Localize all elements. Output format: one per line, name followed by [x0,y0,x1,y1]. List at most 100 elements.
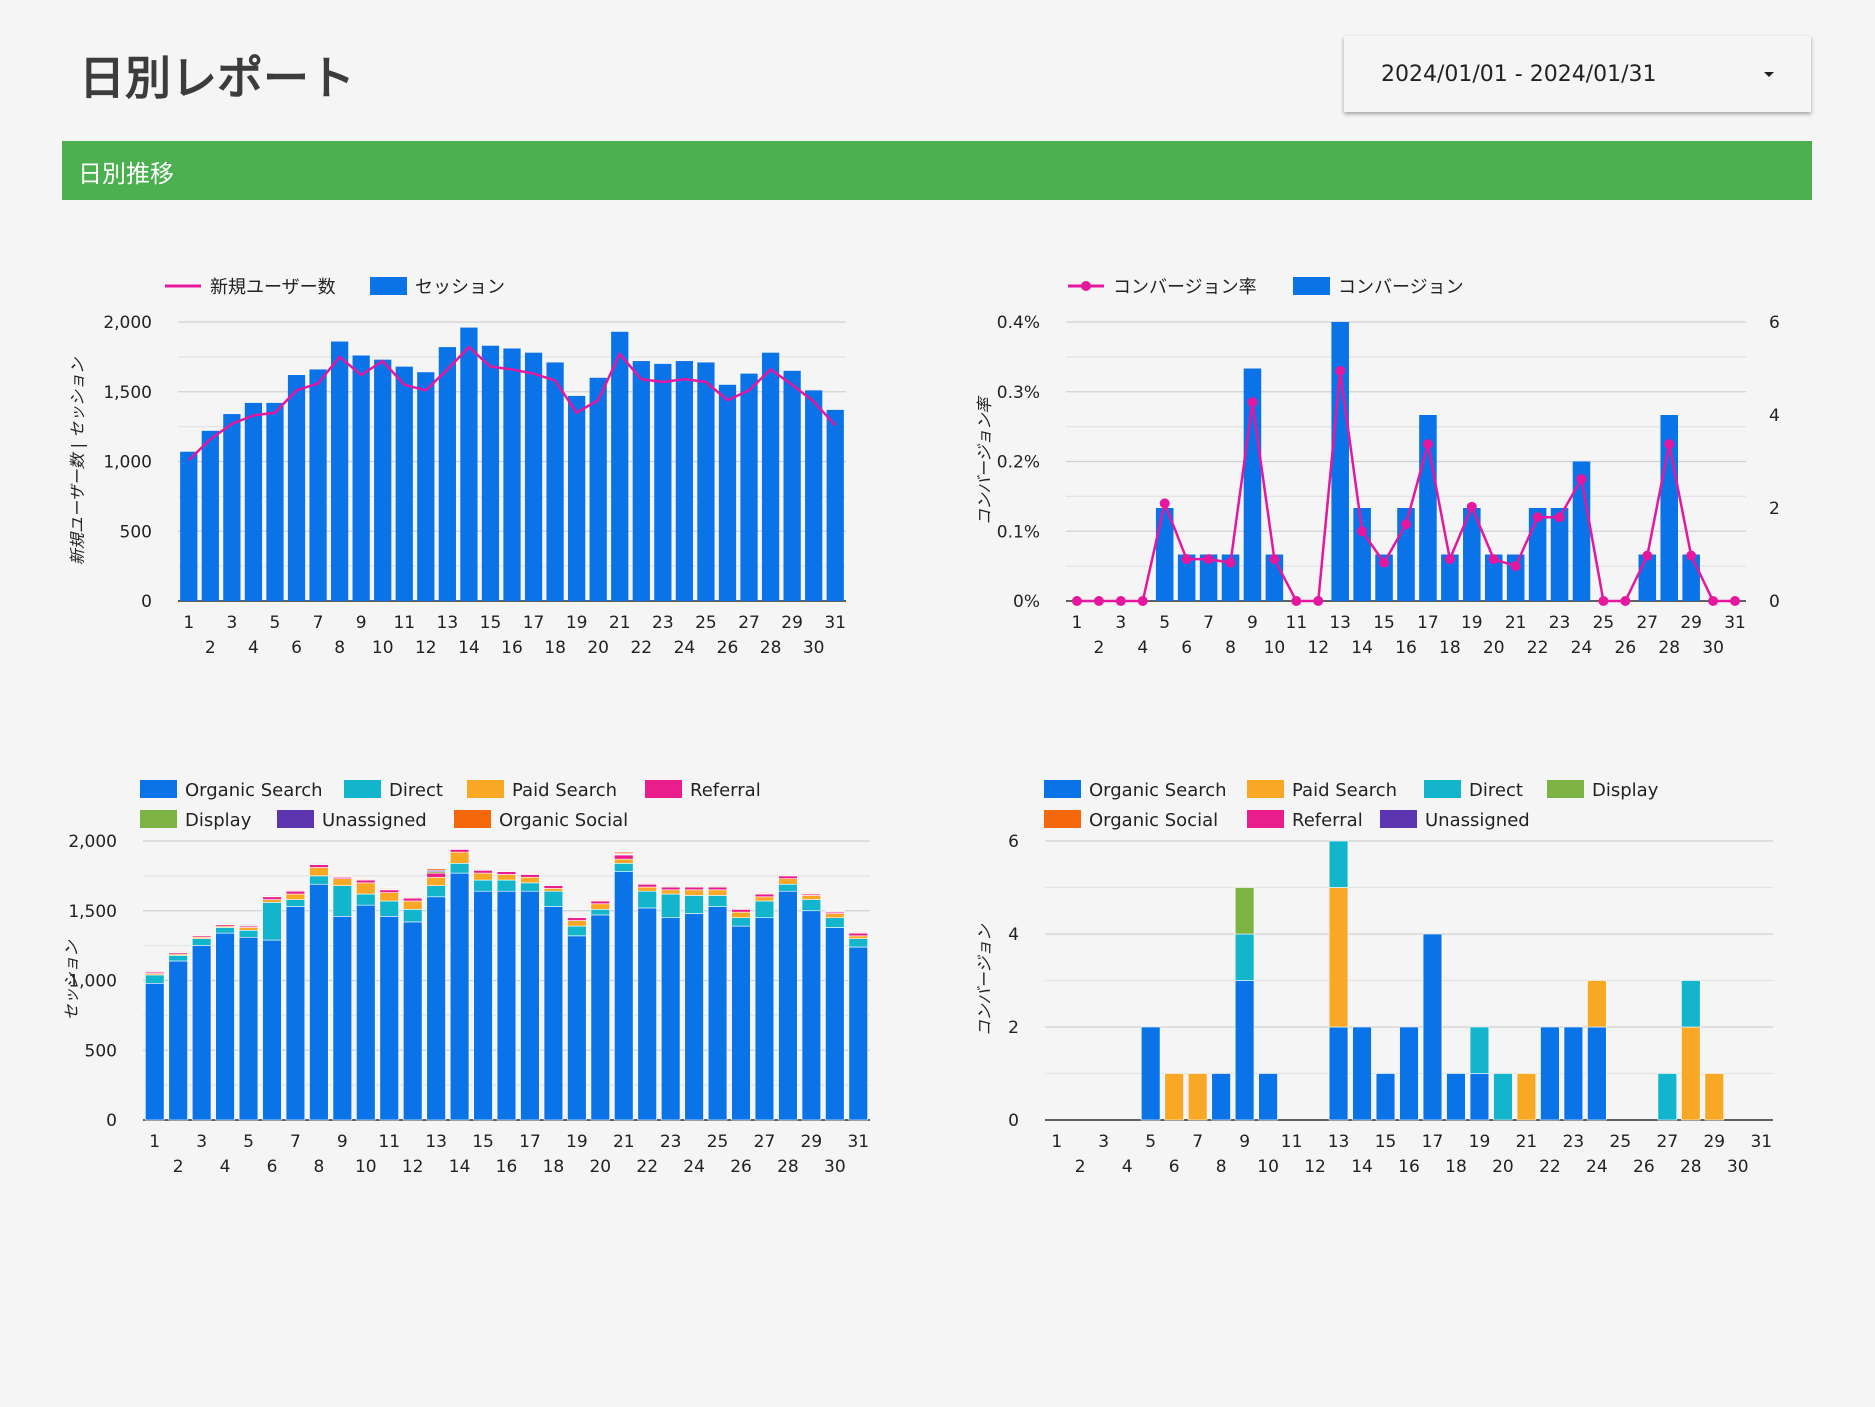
legend-label: Organic Search [185,780,323,801]
bar-segment-paid-search [403,900,423,910]
bar-sessions [309,369,327,601]
bar-segment-direct [449,863,470,874]
bar-segment-direct [496,879,517,892]
bar-segment-referral [426,872,446,878]
y-tick-label: 0 [106,1111,117,1131]
point-conversion-rate [1291,596,1302,606]
x-tick-label: 2 [1075,1157,1086,1177]
bar-sessions [524,352,543,601]
bar-segment-organic-search [191,945,212,1121]
point-conversion-rate [1554,512,1565,523]
point-conversion-rate [1401,519,1411,530]
legend-label: Paid Search [1292,780,1397,801]
bar-segment-paid-search [379,892,399,902]
bar-segment-organic-search [754,917,775,1121]
x-tick-label: 16 [1395,638,1417,658]
bar-conversions [1528,508,1547,601]
x-tick-label: 3 [196,1132,207,1152]
bar-conversions [1638,554,1657,601]
bar-segment-direct [590,909,610,916]
bar-segment-organic-search [848,946,868,1121]
x-tick-label: 30 [1727,1157,1749,1177]
bar-sessions [352,355,370,601]
x-tick-label: 9 [1239,1132,1250,1152]
bar-segment-organic-search [1563,1026,1584,1121]
bar-segment-direct [1657,1073,1678,1121]
bar-segment-organic-social [496,869,517,871]
legend-label: Direct [389,780,443,801]
bar-segment-referral [660,886,681,891]
bar-segment-organic-search [215,932,235,1121]
bar-sessions [180,451,198,601]
x-tick-label: 21 [609,613,631,633]
bar-segment-paid-search [1328,887,1349,1028]
x-tick-label: 8 [334,638,345,658]
bar-segment-paid-search [707,889,728,896]
x-tick-label: 17 [1417,613,1439,633]
bar-sessions [438,347,456,601]
bar-segment-referral [637,883,657,888]
bar-segment-direct [285,899,306,907]
point-conversion-rate [1203,554,1214,565]
bar-segment-direct [825,917,845,928]
x-tick-label: 9 [1247,613,1258,633]
x-tick-label: 4 [220,1157,231,1177]
bar-segment-organic-social [684,884,704,886]
bar-conversions [1484,554,1503,601]
bar-segment-organic-search [356,904,376,1121]
bar-segment-paid-search [660,889,681,895]
x-tick-label: 29 [1680,613,1702,633]
bar-conversions [1463,508,1481,601]
x-tick-label: 24 [683,1157,705,1177]
bar-segment-organic-social [801,891,822,893]
x-tick-label: 25 [707,1132,729,1152]
bar-segment-paid-search [473,872,493,881]
x-tick-label: 31 [1750,1132,1772,1152]
bar-segment-direct [379,900,399,917]
y-tick-label: 2 [1008,1018,1019,1038]
y2-tick-label: 4 [1769,406,1780,426]
bar-segment-organic-search [1234,980,1255,1121]
y2-tick-label: 6 [1769,313,1780,333]
x-tick-label: 7 [1203,613,1214,633]
point-conversion-rate [1576,473,1587,484]
bar-sessions [244,402,263,601]
bar-segment-organic-search [1140,1026,1161,1121]
bar-segment-organic-social [731,906,751,909]
x-tick-label: 6 [267,1157,278,1177]
x-tick-label: 30 [824,1157,846,1177]
x-tick-label: 1 [1072,613,1083,633]
legend-swatch [1247,810,1284,828]
bar-segment-referral [778,875,798,879]
bar-conversions [1199,554,1218,601]
x-tick-label: 16 [496,1157,518,1177]
x-tick-label: 3 [226,613,237,633]
x-tick-label: 9 [337,1132,348,1152]
bar-sessions [417,372,435,601]
y-tick-label: 6 [1008,832,1019,852]
bar-segment-organic-social [215,922,235,924]
point-conversion-rate [1686,550,1697,561]
bar-segment-paid-search [520,876,540,884]
bar-sessions [805,390,823,601]
bar-sessions [632,361,650,601]
y-axis-label: コンバージョン [975,924,994,1037]
bar-segment-direct [426,885,446,898]
x-tick-label: 12 [1304,1157,1326,1177]
x-tick-label: 23 [660,1132,682,1152]
bar-segment-organic-search [1446,1073,1466,1121]
y2-tick-label: 0 [1769,592,1780,612]
x-tick-label: 8 [313,1157,324,1177]
x-tick-label: 2 [173,1157,184,1177]
y-tick-label: 1,000 [103,453,152,473]
bar-segment-direct [356,893,376,906]
x-tick-label: 7 [1192,1132,1203,1152]
legend-label: Organic Search [1089,780,1227,801]
x-tick-label: 4 [1122,1157,1133,1177]
bar-segment-organic-search [1540,1026,1560,1121]
bar-segment-organic-social [754,891,775,893]
bar-segment-paid-search [567,920,587,927]
x-tick-label: 21 [1516,1132,1538,1152]
date-range-picker[interactable]: 2024/01/01 - 2024/01/31 [1344,36,1811,112]
x-tick-label: 14 [458,638,480,658]
